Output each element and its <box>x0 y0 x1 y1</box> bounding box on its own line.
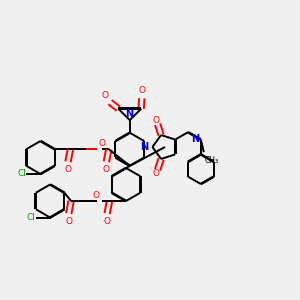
Text: CH₃: CH₃ <box>204 156 219 165</box>
Text: O: O <box>103 165 110 174</box>
Text: O: O <box>98 139 105 148</box>
Text: O: O <box>101 91 109 100</box>
Text: O: O <box>65 218 72 226</box>
Text: N: N <box>140 142 148 152</box>
Text: O: O <box>153 169 160 178</box>
Text: Cl: Cl <box>26 213 35 222</box>
Text: N: N <box>191 134 199 144</box>
Text: O: O <box>138 86 145 95</box>
Text: O: O <box>103 218 111 226</box>
Text: O: O <box>92 190 99 200</box>
Text: O: O <box>153 116 160 125</box>
Text: O: O <box>64 165 71 174</box>
Text: N: N <box>125 109 133 118</box>
Text: Cl: Cl <box>17 169 26 178</box>
